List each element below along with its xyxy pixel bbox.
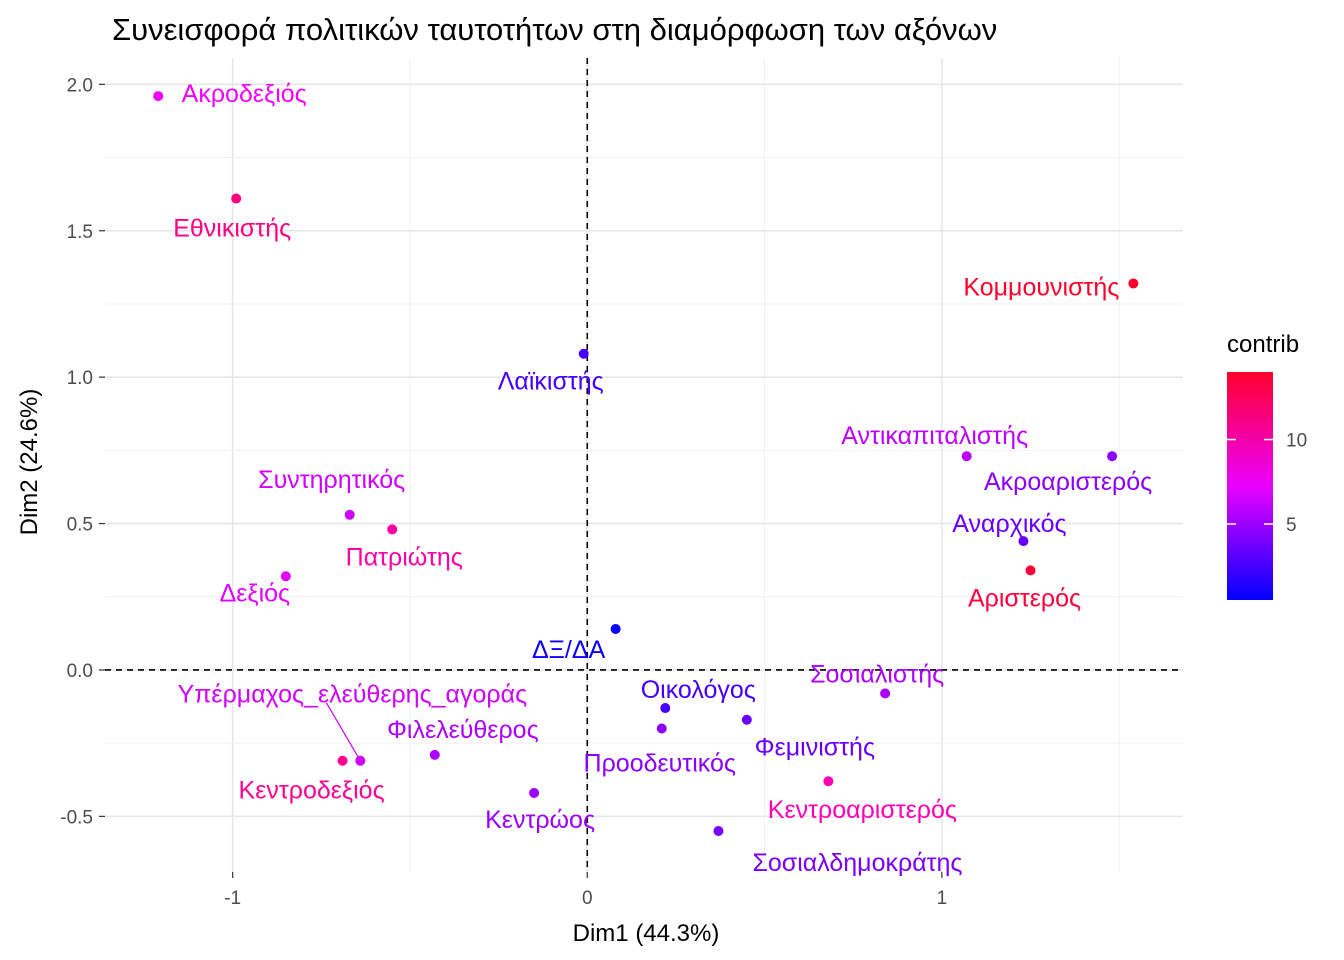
point-label: Κομμουνιστής [963,273,1119,301]
point-label: Κεντροαριστερός [768,796,957,824]
colorbar-tick-label: 10 [1286,431,1307,452]
point-label: Υπέρμαχος_ελεύθερης_αγοράς [178,681,528,709]
data-point [280,571,291,582]
reference-lines [105,58,1183,872]
data-point [656,723,667,734]
point-label: Αντικαπιταλιστής [841,422,1028,450]
data-point [1128,278,1139,289]
label-connector-layer [325,702,361,762]
data-point [1107,451,1118,462]
y-tick-label: 0.0 [67,661,93,682]
point-label: Αναρχικός [952,510,1066,538]
y-axis-ticks: -0.5 0.0 0.5 1.0 1.5 2.0 [60,75,105,828]
point-label: Εθνικιστής [173,215,291,243]
point-label: Οικολόγος [641,676,756,704]
y-tick-label: 1.0 [67,368,93,389]
label-connector [325,702,361,762]
data-point [741,714,752,725]
x-tick-label: 0 [582,888,593,909]
data-point [344,509,355,520]
data-point [429,749,440,760]
y-tick-label: -0.5 [60,807,93,828]
y-tick-label: 1.5 [67,222,93,243]
data-point [529,787,540,798]
data-point [660,703,671,714]
point-label: Κεντρώος [485,806,595,834]
y-tick-label: 0.5 [67,515,93,536]
grid-layer [105,58,1183,872]
point-label: Φεμινιστής [755,734,875,762]
point-label: Δεξιός [220,579,291,607]
data-point [713,826,724,837]
data-point [231,193,242,204]
data-point [880,688,891,699]
point-label: Φιλελεύθερος [387,716,539,744]
point-label: Αριστερός [968,584,1081,612]
data-point [387,524,398,535]
colorbar-ticks: 5 10 [1227,431,1307,536]
point-label: Ακροαριστερός [984,468,1152,496]
colorbar-tick-label: 5 [1286,515,1297,536]
y-axis-title: Dim2 (24.6%) [16,389,43,536]
x-tick-label: 1 [937,888,948,909]
data-point [337,755,348,766]
point-label: ΔΞ/ΔΑ [532,636,606,664]
data-point [153,91,164,102]
data-point [578,348,589,359]
colorbar-gradient [1227,372,1273,600]
data-point [961,451,972,462]
point-label: Λαϊκιστής [498,368,604,396]
y-tick-label: 2.0 [67,75,93,96]
point-label: Σοσιαλιστής [810,660,944,688]
data-point [610,623,621,634]
data-point [1018,536,1029,547]
data-point [1025,565,1036,576]
point-label: Προοδευτικός [584,750,736,778]
x-axis-title: Dim1 (44.3%) [573,920,720,947]
point-label: Ακροδεξιός [182,80,307,108]
point-label: Πατριώτης [346,543,463,571]
legend-title: contrib [1227,331,1299,358]
x-axis-ticks: -1 0 1 [224,872,947,909]
colorbar-legend: contrib 5 10 [1227,331,1307,600]
point-label: Σοσιαλδημοκράτης [752,849,962,877]
point-labels-layer: Ακροδεξιός Εθνικιστής Κομμουνιστής Λαϊκιστή… [173,80,1152,877]
point-label: Κεντροδεξιός [239,777,385,805]
chart-title: Συνεισφορά πολιτικών ταυτοτήτων στη διαμ… [112,12,997,47]
data-point [823,776,834,787]
point-label: Συντηρητικός [258,466,405,494]
x-tick-label: -1 [224,888,241,909]
data-point [355,755,366,766]
points-layer [153,91,1139,837]
